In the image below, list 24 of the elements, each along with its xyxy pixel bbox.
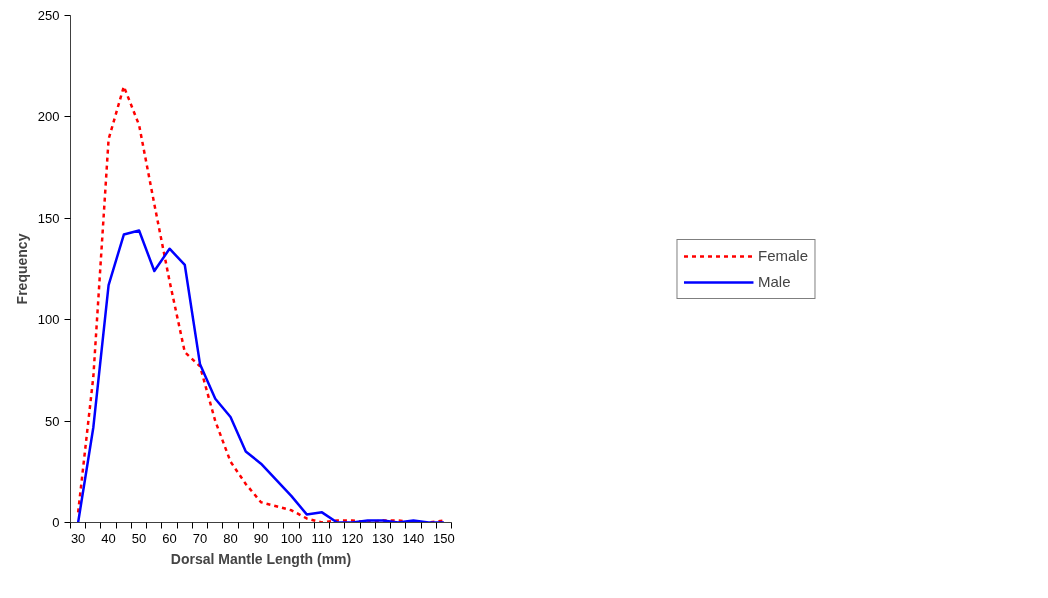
x-tick-label: 80	[223, 530, 238, 546]
y-tick-label: 50	[45, 413, 60, 429]
x-tick-label: 70	[192, 530, 208, 546]
y-tick-label: 0	[52, 515, 60, 530]
y-tick-label: 100	[37, 312, 60, 328]
x-tick-label: 90	[253, 530, 269, 546]
x-tick-label: 30	[70, 530, 86, 546]
x-tick-label: 150	[433, 530, 455, 546]
legend-label: Male	[757, 273, 791, 290]
x-tick-label: 40	[101, 530, 116, 546]
x-tick-label: 100	[280, 530, 303, 546]
x-tick-label: 50	[131, 530, 147, 546]
x-tick-label: 110	[311, 530, 333, 546]
x-tick-label: 60	[162, 530, 177, 546]
y-axis-title: Frequency	[13, 233, 30, 305]
x-axis-title: Dorsal Mantle Length (mm)	[170, 550, 352, 567]
x-tick-label: 130	[372, 530, 394, 546]
line-series	[76, 229, 446, 523]
legend-label: Female	[757, 247, 809, 264]
y-tick-label: 150	[37, 210, 60, 226]
x-tick-label: 140	[402, 530, 425, 546]
y-tick-label: 200	[37, 109, 60, 125]
y-tick-label: 250	[37, 8, 60, 23]
x-tick-label: 120	[341, 530, 364, 546]
